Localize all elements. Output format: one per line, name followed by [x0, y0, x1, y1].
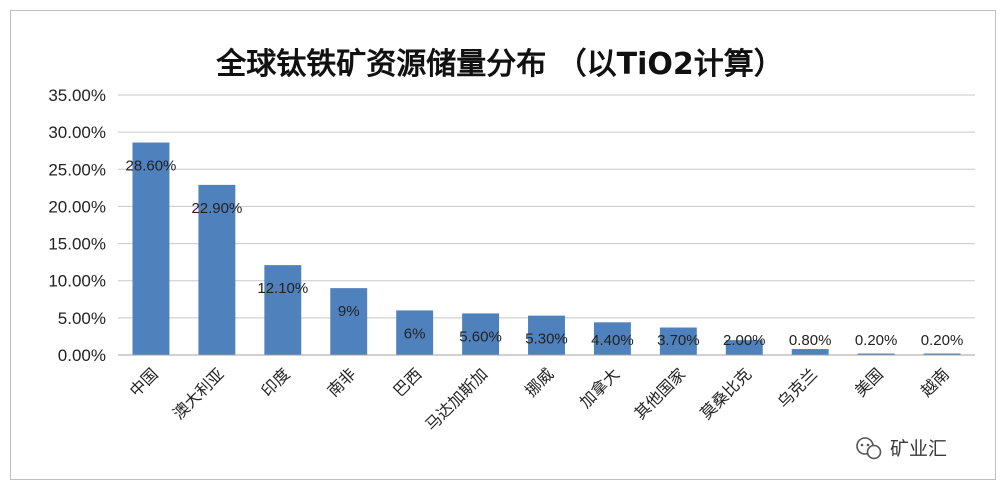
bar	[923, 353, 961, 355]
data-label: 28.60%	[126, 158, 177, 175]
bar	[791, 349, 829, 355]
category-label: 挪威	[521, 364, 557, 400]
bar	[659, 327, 697, 355]
bar	[857, 353, 895, 355]
data-label: 0.20%	[921, 332, 964, 349]
y-tick-label: 0.00%	[58, 346, 106, 365]
y-tick-label: 25.00%	[48, 160, 106, 179]
category-label: 澳大利亚	[169, 364, 228, 423]
bar	[132, 142, 170, 355]
y-axis-tick-labels: 0.00% 5.00% 10.00% 15.00% 20.00% 25.00% 30.00%…	[48, 86, 106, 365]
y-tick-label: 20.00%	[48, 197, 106, 216]
data-label: 22.90%	[191, 200, 242, 217]
category-label: 印度	[258, 364, 294, 400]
bar	[528, 315, 565, 355]
watermark-text: 矿业汇	[890, 438, 947, 460]
category-label: 越南	[917, 364, 953, 400]
watermark: 矿业汇	[856, 437, 947, 460]
category-label: 莫桑比克	[696, 364, 755, 423]
bar	[725, 340, 763, 355]
data-label: 4.40%	[591, 332, 634, 349]
data-label: 0.20%	[855, 332, 898, 349]
bar	[462, 313, 500, 355]
category-label: 乌克兰	[774, 364, 821, 411]
category-label: 南非	[323, 364, 359, 400]
chart-frame	[10, 10, 996, 480]
data-labels: 28.60% 22.90% 12.10% 9% 6% 5.60% 5.30% 4.40% 3.7…	[126, 158, 964, 349]
data-label: 9%	[338, 303, 360, 320]
y-tick-label: 10.00%	[48, 272, 106, 291]
data-label: 5.60%	[459, 328, 502, 345]
data-label: 12.10%	[257, 280, 308, 297]
category-label: 加拿大	[576, 364, 623, 411]
bar	[198, 184, 236, 355]
y-tick-label: 30.00%	[48, 123, 106, 142]
data-label: 5.30%	[525, 331, 568, 348]
bar	[264, 265, 302, 355]
wechat-icon	[856, 437, 882, 460]
bar	[396, 310, 434, 355]
category-label: 巴西	[389, 364, 425, 400]
category-label: 美国	[851, 364, 887, 400]
data-label: 0.80%	[789, 332, 832, 349]
y-tick-label: 35.00%	[48, 86, 106, 105]
category-label: 马达加斯加	[421, 364, 491, 434]
category-label: 中国	[126, 364, 162, 400]
bars	[118, 142, 975, 356]
bar	[593, 322, 631, 355]
category-label: 其他国家	[630, 364, 689, 423]
y-tick-label: 15.00%	[48, 235, 106, 254]
bar	[330, 288, 368, 355]
data-label: 2.00%	[723, 332, 766, 349]
chart-title: 全球钛铁矿资源储量分布 （以TiO2计算）	[215, 47, 784, 82]
data-label: 3.70%	[657, 332, 700, 349]
y-tick-label: 5.00%	[58, 309, 106, 328]
data-label: 6%	[404, 325, 426, 342]
